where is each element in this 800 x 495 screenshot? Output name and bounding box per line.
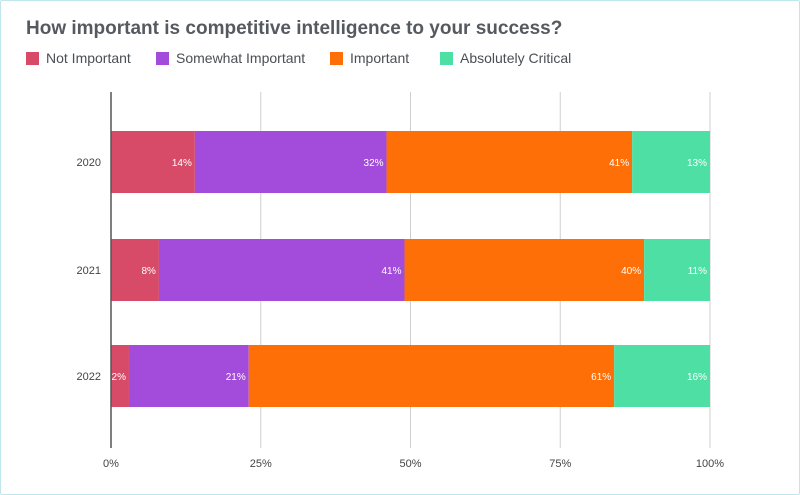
- data-label: 8%: [141, 266, 156, 277]
- bar-segment: [128, 345, 249, 407]
- data-label: 21%: [226, 372, 246, 383]
- bar-segment: [386, 131, 633, 193]
- bar-segment: [111, 345, 129, 407]
- legend-label: Absolutely Critical: [460, 50, 572, 66]
- y-tick-label: 2021: [77, 265, 101, 277]
- x-tick-label: 50%: [399, 458, 421, 470]
- legend-label: Important: [350, 50, 410, 66]
- data-label: 40%: [621, 266, 641, 277]
- bar-segment: [248, 345, 615, 407]
- legend-item-somewhat-important: Somewhat Important: [156, 50, 305, 66]
- data-label: 2%: [112, 372, 127, 383]
- x-tick-label: 25%: [250, 458, 272, 470]
- legend-item-not-important: Not Important: [26, 50, 131, 66]
- bar-segment: [404, 239, 645, 301]
- data-label: 41%: [381, 266, 401, 277]
- bar-segment: [111, 131, 195, 193]
- x-tick-label: 75%: [549, 458, 571, 470]
- legend-swatch: [156, 51, 169, 65]
- data-label: 61%: [591, 372, 611, 383]
- data-label: 41%: [609, 158, 629, 169]
- bar-segment: [632, 131, 710, 193]
- bar-segment: [644, 239, 710, 301]
- legend-swatch: [440, 51, 453, 65]
- legend-label: Somewhat Important: [176, 50, 306, 66]
- bar-segment: [614, 345, 710, 407]
- legend-item-absolutely-critical: Absolutely Critical: [440, 50, 571, 66]
- data-label: 11%: [688, 266, 707, 277]
- bar-segment: [158, 239, 405, 301]
- x-tick-label: 0%: [103, 458, 119, 470]
- data-label: 14%: [172, 158, 192, 169]
- legend-item-important: Important: [330, 50, 409, 66]
- legend-label: Not Important: [46, 50, 131, 66]
- data-label: 32%: [364, 158, 384, 169]
- y-tick-label: 2020: [77, 157, 101, 169]
- x-tick-label: 100%: [696, 458, 724, 470]
- data-label: 13%: [687, 158, 707, 169]
- data-label: 16%: [687, 372, 707, 383]
- bar-segment: [194, 131, 387, 193]
- legend-swatch: [26, 51, 39, 65]
- bar-segment: [111, 239, 159, 301]
- y-tick-label: 2022: [77, 371, 101, 383]
- legend-swatch: [330, 51, 343, 65]
- chart-title: How important is competitive intelligenc…: [26, 18, 563, 39]
